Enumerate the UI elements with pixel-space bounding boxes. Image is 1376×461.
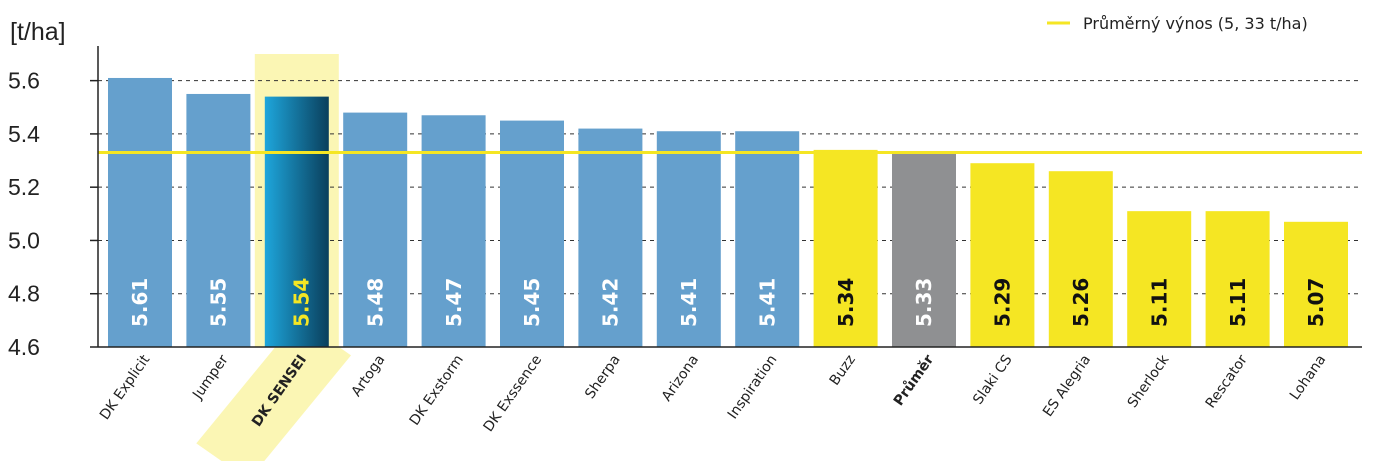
category-label: Průměr <box>890 351 937 408</box>
category-label: Arizona <box>659 352 702 404</box>
category-label: ES Alegria <box>1040 352 1094 420</box>
bar <box>578 128 643 347</box>
value-label: 5.48 <box>363 278 387 327</box>
bar <box>970 163 1035 347</box>
value-label: 5.55 <box>207 278 231 327</box>
value-label: 5.45 <box>520 278 544 327</box>
value-label: 5.41 <box>755 278 779 327</box>
category-label: Slaki CS <box>970 352 1016 408</box>
bar <box>1205 211 1270 347</box>
value-label: 5.42 <box>599 278 623 327</box>
y-tick-label: 4.8 <box>8 281 40 307</box>
bar <box>1048 171 1113 347</box>
value-label: 5.33 <box>912 278 936 327</box>
bar <box>108 77 172 348</box>
value-label: 5.26 <box>1069 278 1093 327</box>
bar <box>1284 221 1348 347</box>
value-label: 5.11 <box>1147 278 1171 327</box>
category-label: DK Explicit <box>97 352 154 423</box>
category-label: Rescator <box>1203 352 1251 411</box>
y-tick-label: 5.6 <box>8 68 40 94</box>
category-label: Jumper <box>189 352 231 403</box>
y-axis: 4.6 4.8 5.0 5.2 5.4 5.6 <box>8 46 1362 360</box>
bar <box>264 96 329 347</box>
bar <box>735 131 800 347</box>
highlight-label-band <box>196 318 352 461</box>
bar <box>813 149 878 347</box>
category-label: Sherpa <box>582 352 624 402</box>
category-label: DK Exssence <box>481 352 546 435</box>
y-tick-label: 5.0 <box>8 227 40 253</box>
value-label: 5.41 <box>677 278 701 327</box>
category-label: Sherlock <box>1125 351 1173 410</box>
value-label: 5.54 <box>289 278 313 327</box>
y-tick-label: 5.2 <box>8 174 40 200</box>
value-label: 5.47 <box>442 278 466 327</box>
legend-label-average: Průměrný výnos (5, 33 t/ha) <box>1083 14 1308 33</box>
value-label: 5.07 <box>1304 278 1328 327</box>
bar <box>892 152 956 347</box>
bar <box>500 120 564 347</box>
legend: Průměrný výnos (5, 33 t/ha) <box>1047 14 1308 33</box>
y-tick-label: 4.6 <box>8 334 40 360</box>
category-label: Artoga <box>348 352 388 400</box>
category-label: DK Exstorm <box>407 352 467 428</box>
category-label: Buzz <box>827 352 859 388</box>
value-label: 5.61 <box>128 278 152 327</box>
value-label: 5.11 <box>1226 278 1250 327</box>
y-tick-label: 5.4 <box>8 121 40 147</box>
bar <box>656 131 721 347</box>
category-label: Lohana <box>1287 352 1329 403</box>
value-label: 5.34 <box>834 278 858 327</box>
category-label: Inspiration <box>725 352 781 422</box>
bar <box>186 93 251 347</box>
y-axis-unit-label: [t/ha] <box>10 18 66 46</box>
bar <box>1127 211 1192 347</box>
bars: 5.61 5.55 5.54 5.48 5.47 5.45 5.42 5.41 5.41 5.34… <box>108 77 1348 348</box>
value-label: 5.29 <box>991 278 1015 327</box>
